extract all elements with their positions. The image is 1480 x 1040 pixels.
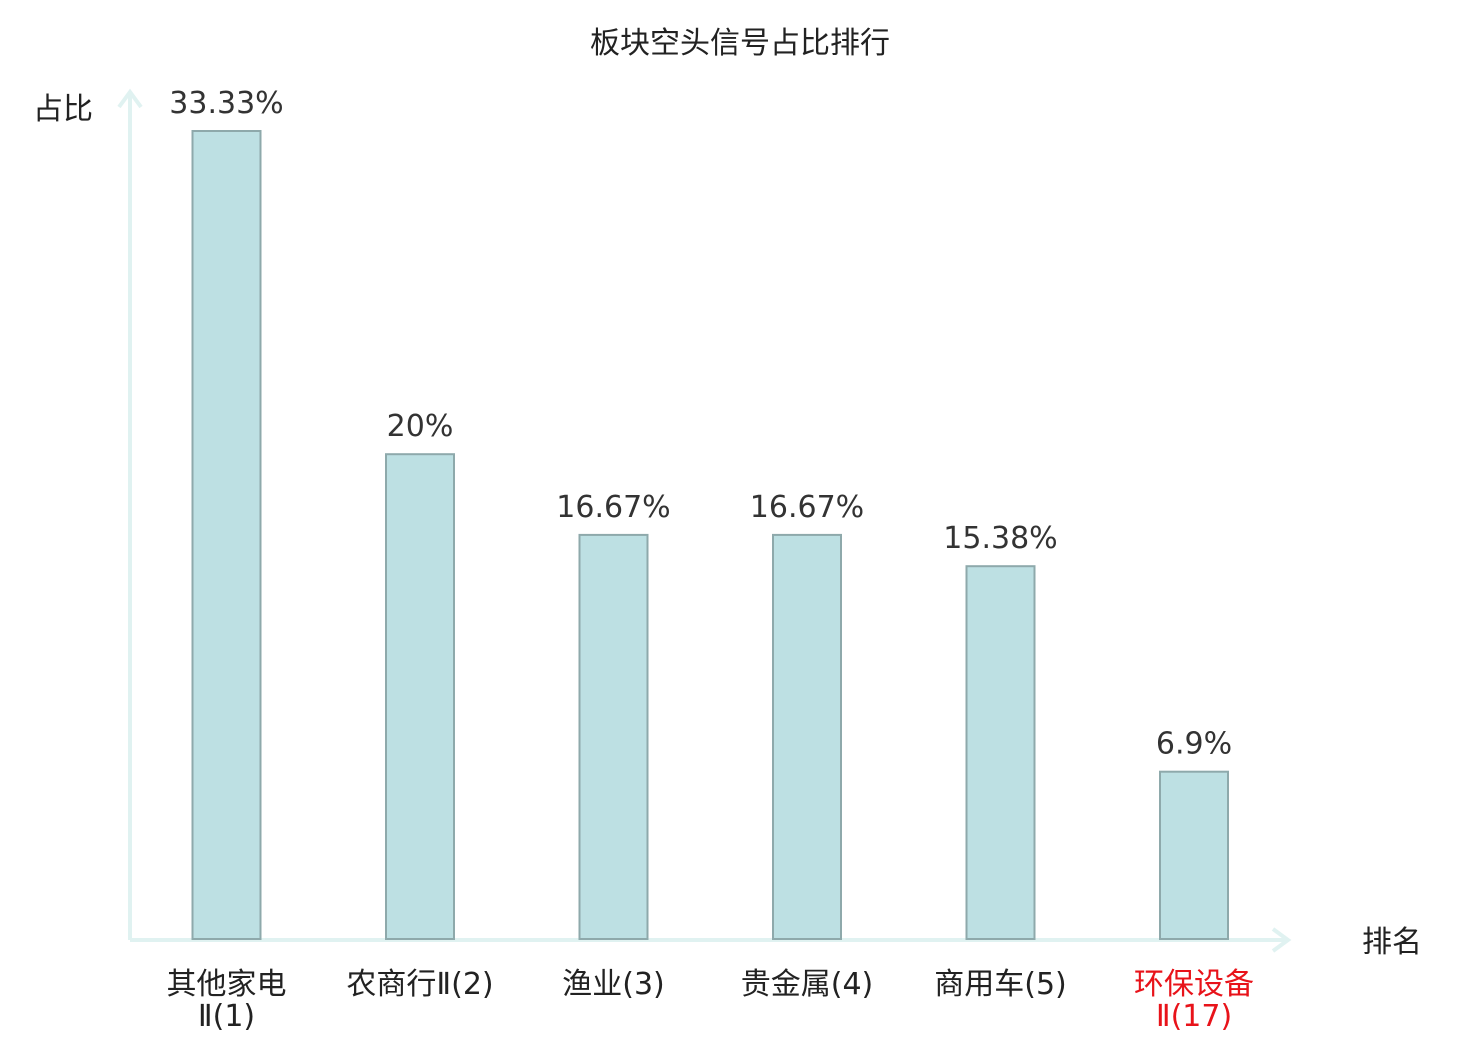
axes [117,88,1292,953]
category-name-label: 农商行Ⅱ [346,967,451,1002]
category-name-label: 渔业 [562,967,622,1002]
bar-value-label: 6.9% [1156,727,1232,762]
category-rank-label: Ⅱ(17) [1156,999,1232,1034]
bar [772,533,842,941]
category-label: 农商行Ⅱ(2) [346,967,493,1002]
category-rank-label: (5) [1024,967,1067,1002]
category-rank-label: Ⅱ(1) [198,999,255,1034]
category-label: 渔业(3) [562,967,665,1002]
bar [1159,770,1229,941]
category-label: 商用车(5) [934,967,1067,1002]
category-rank-label: (4) [831,967,874,1002]
bar-value-label: 15.38% [943,521,1057,556]
bar-value-label: 16.67% [750,490,864,525]
category-label: 贵金属(4) [741,967,874,1002]
category-name-label: 其他家电 [167,967,287,1002]
bar [965,565,1036,940]
category-name-label: 贵金属 [741,967,831,1002]
bar-value-label: 20% [387,409,454,444]
y-axis-arrow [117,88,143,109]
value-labels: 33.33% 20% 16.67% 16.67% 15.38% 6.9% [169,86,1232,762]
x-axis-label: 排名 [1362,925,1422,960]
bar-value-label: 33.33% [169,86,283,121]
bar [578,533,649,941]
bars [191,130,1229,941]
x-axis-arrow [1271,927,1292,953]
y-axis-label: 占比 [33,92,93,127]
category-rank-label: (3) [622,967,665,1002]
category-name-label: 商用车 [934,967,1024,1002]
bar [385,453,455,940]
category-rank-label: (2) [451,967,494,1002]
bar [191,130,262,940]
chart-title: 板块空头信号占比排行 [590,26,890,61]
category-name-label: 环保设备 [1134,967,1254,1002]
bar-value-label: 16.67% [556,490,670,525]
